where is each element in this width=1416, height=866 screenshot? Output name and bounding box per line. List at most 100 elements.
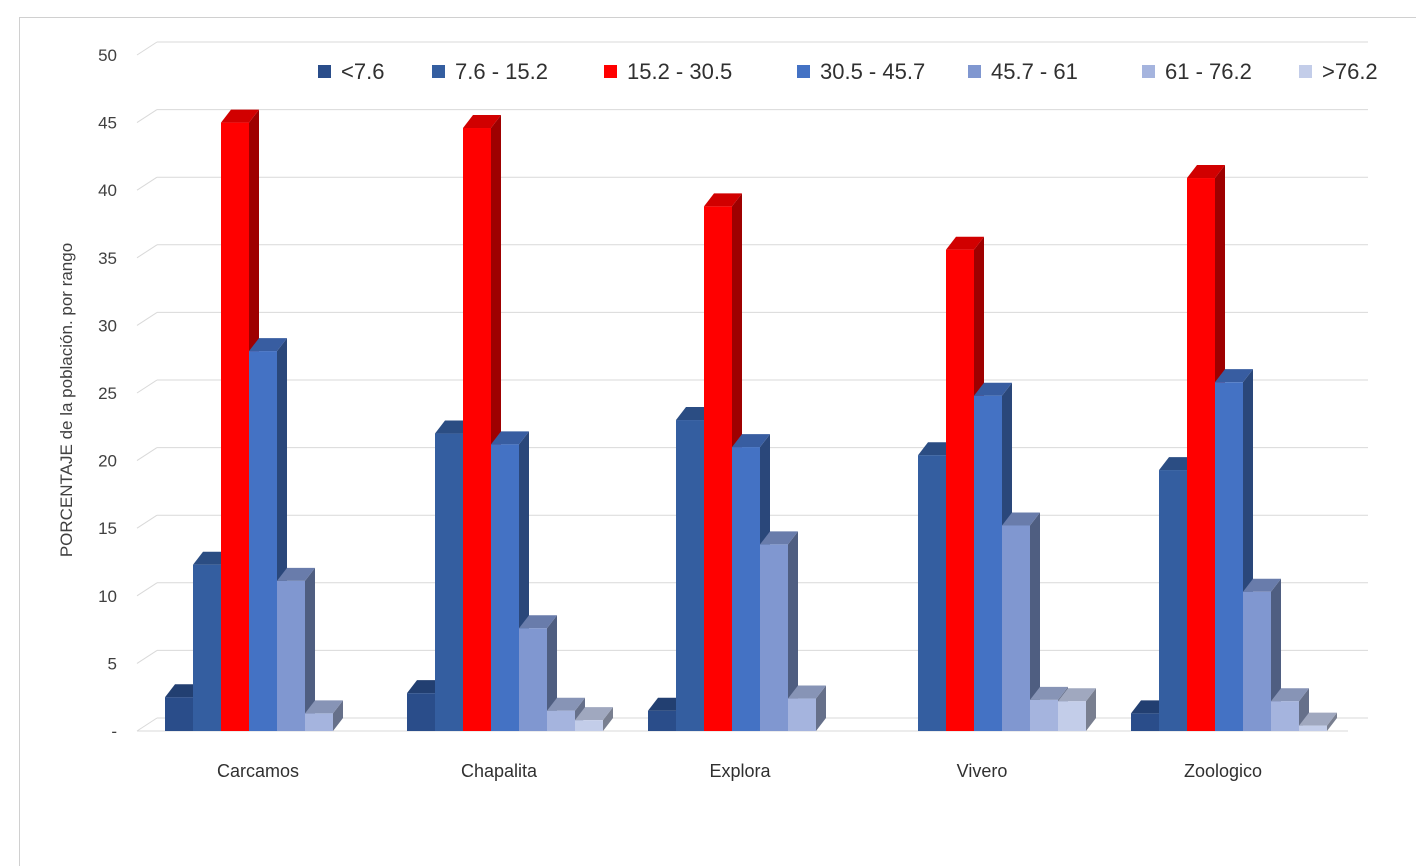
bar-top	[249, 338, 287, 352]
bar-top	[519, 615, 557, 629]
legend-label: <7.6	[341, 59, 384, 84]
bar-side	[333, 700, 343, 731]
legend-label: >76.2	[1322, 59, 1378, 84]
x-tick-label: Zoologico	[1184, 761, 1262, 781]
legend-swatch	[604, 65, 617, 78]
bar	[1058, 688, 1096, 731]
bar-front	[760, 544, 788, 731]
bar-side	[788, 531, 798, 731]
bar-front	[491, 444, 519, 731]
bar	[491, 431, 529, 731]
bar-top	[491, 431, 529, 445]
gridline-side	[136, 514, 158, 529]
bar-side	[1086, 688, 1096, 731]
bar-top	[305, 700, 343, 714]
bar-front	[165, 697, 193, 731]
bar-top	[1271, 688, 1309, 702]
gridline-side	[136, 109, 158, 124]
x-tick-label: Explora	[709, 761, 771, 781]
bar-front	[1030, 699, 1058, 731]
y-tick-label: 45	[98, 114, 117, 133]
bar	[305, 700, 343, 731]
y-tick-label: 50	[98, 46, 117, 65]
bar-front	[918, 455, 946, 731]
bar-front	[305, 713, 333, 731]
bar-front	[974, 395, 1002, 731]
bar-top	[946, 236, 984, 250]
bar-top	[1058, 688, 1096, 702]
bar-top	[277, 567, 315, 581]
bar-front	[732, 447, 760, 731]
bar-front	[407, 693, 435, 731]
x-tick-label: Vivero	[957, 761, 1008, 781]
legend-swatch	[968, 65, 981, 78]
y-tick-label: -	[111, 722, 117, 741]
legend-label: 15.2 - 30.5	[627, 59, 732, 84]
bar-front	[1271, 701, 1299, 731]
bar-top	[788, 685, 826, 699]
legend-label: 7.6 - 15.2	[455, 59, 548, 84]
bar-top	[1002, 512, 1040, 526]
gridline-side	[136, 447, 158, 462]
bar-front	[277, 580, 305, 731]
bar-front	[946, 249, 974, 732]
legend-label: 30.5 - 45.7	[820, 59, 925, 84]
bar-front	[519, 628, 547, 731]
bar-top	[760, 531, 798, 545]
bar-side	[305, 567, 315, 731]
bar-top	[732, 434, 770, 448]
bar-top	[1299, 712, 1337, 726]
bar-front	[1187, 178, 1215, 732]
x-tick-label: Chapalita	[461, 761, 538, 781]
legend-label: 61 - 76.2	[1165, 59, 1252, 84]
y-tick-label: 15	[98, 519, 117, 538]
bar-front	[193, 564, 221, 731]
legend-swatch	[797, 65, 810, 78]
bar-side	[816, 685, 826, 731]
bar-front	[1131, 713, 1159, 731]
bar-front	[221, 122, 249, 732]
gridline-side	[136, 649, 158, 664]
bar-top	[704, 193, 742, 207]
bar-top	[974, 382, 1012, 396]
y-tick-label: 10	[98, 587, 117, 606]
bar	[1299, 712, 1337, 731]
legend-label: 45.7 - 61	[991, 59, 1078, 84]
bar-front	[249, 351, 277, 731]
bar-top	[1215, 369, 1253, 383]
bar-top	[1187, 165, 1225, 179]
bar-top	[1030, 686, 1068, 700]
bar-front	[575, 720, 603, 731]
legend-swatch	[432, 65, 445, 78]
gridline-side	[136, 41, 158, 56]
bar-side	[603, 707, 613, 731]
bar-top	[1243, 578, 1281, 592]
x-tick-label: Carcamos	[217, 761, 299, 781]
bar	[277, 567, 315, 731]
bar-front	[1299, 725, 1327, 731]
bar-side	[1327, 712, 1337, 731]
bar	[1243, 578, 1281, 731]
bar	[760, 531, 798, 731]
legend-swatch	[318, 65, 331, 78]
bar-top	[547, 697, 585, 711]
y-axis-label: PORCENTAJE de la población. por rango	[57, 243, 76, 557]
bar-front	[1058, 701, 1086, 731]
bar	[519, 615, 557, 731]
bar-front	[1002, 525, 1030, 731]
gridline-side	[136, 176, 158, 191]
legend-swatch	[1299, 65, 1312, 78]
bar	[249, 338, 287, 731]
y-tick-label: 30	[98, 316, 117, 335]
gridline-side	[136, 582, 158, 597]
bar-front	[1243, 591, 1271, 731]
gridline-side	[136, 244, 158, 259]
bar	[575, 707, 613, 731]
bar-front	[547, 710, 575, 731]
gridline-side	[136, 717, 158, 732]
y-tick-label: 5	[108, 654, 117, 673]
legend-swatch	[1142, 65, 1155, 78]
bar-top	[463, 115, 501, 129]
gridline-side	[136, 379, 158, 394]
